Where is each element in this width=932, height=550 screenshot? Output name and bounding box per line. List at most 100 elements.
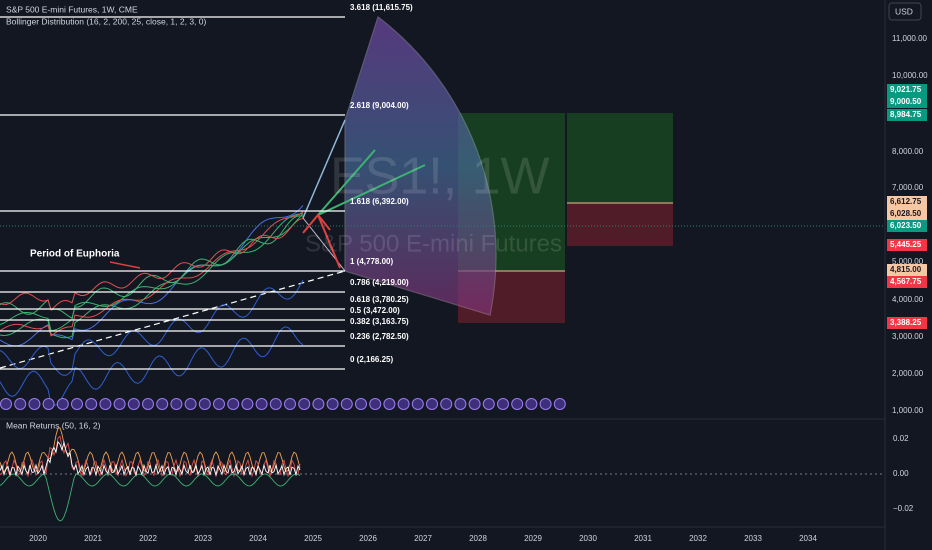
event-marker [312, 398, 325, 410]
event-marker [269, 398, 282, 410]
annotation: Period of Euphoria [30, 249, 120, 260]
target-box [567, 113, 673, 203]
price-badge-label: 8,984.75 [890, 110, 922, 119]
time-tick-label: 2033 [744, 534, 762, 543]
indicator-tick-label: 0.02 [893, 434, 909, 443]
event-marker [397, 398, 410, 410]
time-tick-label: 2032 [689, 534, 707, 543]
event-marker [28, 398, 41, 410]
time-tick-label: 2029 [524, 534, 542, 543]
fib-label: 0.236 (2,782.50) [350, 332, 409, 341]
time-tick-label: 2030 [579, 534, 597, 543]
band-line [0, 211, 304, 337]
price-tick-label: 2,000.00 [892, 369, 924, 378]
indicator-title: Bollinger Distribution (16, 2, 200, 25, … [6, 16, 207, 26]
event-marker [369, 398, 382, 410]
event-marker [227, 398, 240, 410]
indicator-tick-label: 0.00 [893, 469, 909, 478]
indicator-tick-label: −0.02 [893, 504, 914, 513]
price-badge-label: 6,028.50 [890, 209, 922, 218]
event-marker [497, 398, 509, 410]
fib-label: 0.786 (4,219.00) [350, 278, 409, 287]
price-tick-label: 8,000.00 [892, 147, 924, 156]
event-marker [142, 398, 154, 410]
event-marker [127, 398, 140, 410]
currency-button[interactable] [888, 2, 922, 21]
event-marker [156, 398, 169, 410]
watermark-ticker: ES1!, 1W [330, 148, 550, 206]
price-badge-label: 9,021.75 [890, 85, 922, 94]
time-tick-label: 2022 [139, 534, 157, 543]
price-badge [887, 317, 927, 329]
price-badge-label: 9,000.50 [890, 97, 922, 106]
time-tick-label: 2028 [469, 534, 487, 543]
indicator-line [0, 435, 301, 478]
price-tick-label: 10,000.00 [892, 71, 928, 80]
price-badge [887, 208, 927, 220]
event-marker [553, 398, 566, 410]
event-marker [85, 398, 98, 410]
time-tick-label: 2024 [249, 534, 267, 543]
event-marker [326, 398, 339, 410]
indicator2-title: Mean Returns (50, 16, 2) [6, 420, 101, 430]
watermark-name: S&P 500 E-mini Futures [305, 230, 562, 257]
event-marker [340, 398, 353, 410]
event-marker [241, 398, 254, 410]
time-tick-label: 2020 [29, 534, 47, 543]
time-tick-label: 2026 [359, 534, 377, 543]
projection-arrow [317, 149, 376, 216]
price-tick-label: 1,000.00 [892, 406, 924, 415]
fib-fan-gradient [345, 17, 496, 315]
event-marker [184, 398, 197, 410]
time-tick-label: 2023 [194, 534, 212, 543]
price-badge [887, 276, 927, 288]
event-marker [383, 398, 396, 410]
event-marker [170, 398, 183, 410]
time-tick-label: 2034 [799, 534, 817, 543]
price-tick-label: 5,000.00 [892, 257, 924, 266]
stop-box [567, 203, 673, 246]
price-tick-label: 11,000.00 [892, 34, 928, 43]
price-badge [887, 196, 927, 208]
fib-label: 0.382 (3,163.75) [350, 317, 409, 326]
event-marker [14, 398, 27, 410]
fib-label: 1.618 (6,392.00) [350, 197, 409, 206]
time-tick-label: 2027 [414, 534, 432, 543]
event-marker [411, 398, 424, 410]
event-marker [525, 398, 538, 410]
time-tick-label: 2021 [84, 534, 102, 543]
event-marker [426, 398, 438, 410]
currency-label[interactable]: USD [895, 6, 913, 16]
event-marker [0, 398, 12, 410]
price-tick-label: 7,000.00 [892, 183, 924, 192]
event-marker [539, 398, 552, 410]
fib-label: 2.618 (9,004.00) [350, 101, 409, 110]
fib-label: 0.618 (3,780.25) [350, 295, 409, 304]
event-marker [355, 398, 367, 410]
fib-label: 1 (4,778.00) [350, 257, 393, 266]
event-marker [468, 398, 481, 410]
symbol-title: S&P 500 E-mini Futures, 1W, CME [6, 4, 138, 14]
event-marker [440, 398, 453, 410]
event-marker [482, 398, 495, 410]
fib-label: 3.618 (11,615.75) [350, 3, 413, 12]
projection-arrow [317, 164, 426, 216]
price-badge-label: 4,815.00 [890, 265, 922, 274]
indicator-line [0, 440, 301, 477]
price-badge-label: 6,612.75 [890, 197, 922, 206]
event-marker [511, 398, 524, 410]
event-marker [198, 398, 211, 410]
price-badge-label: 6,023.50 [890, 221, 922, 230]
red-arrow [302, 213, 341, 269]
event-marker [454, 398, 467, 410]
price-badge [887, 109, 927, 121]
price-badge [887, 220, 927, 232]
event-marker [42, 398, 55, 410]
price-tick-label: 3,000.00 [892, 332, 924, 341]
price-badge [887, 84, 927, 96]
price-badge [887, 96, 927, 108]
time-tick-label: 2031 [634, 534, 652, 543]
indicator-line [0, 427, 301, 473]
